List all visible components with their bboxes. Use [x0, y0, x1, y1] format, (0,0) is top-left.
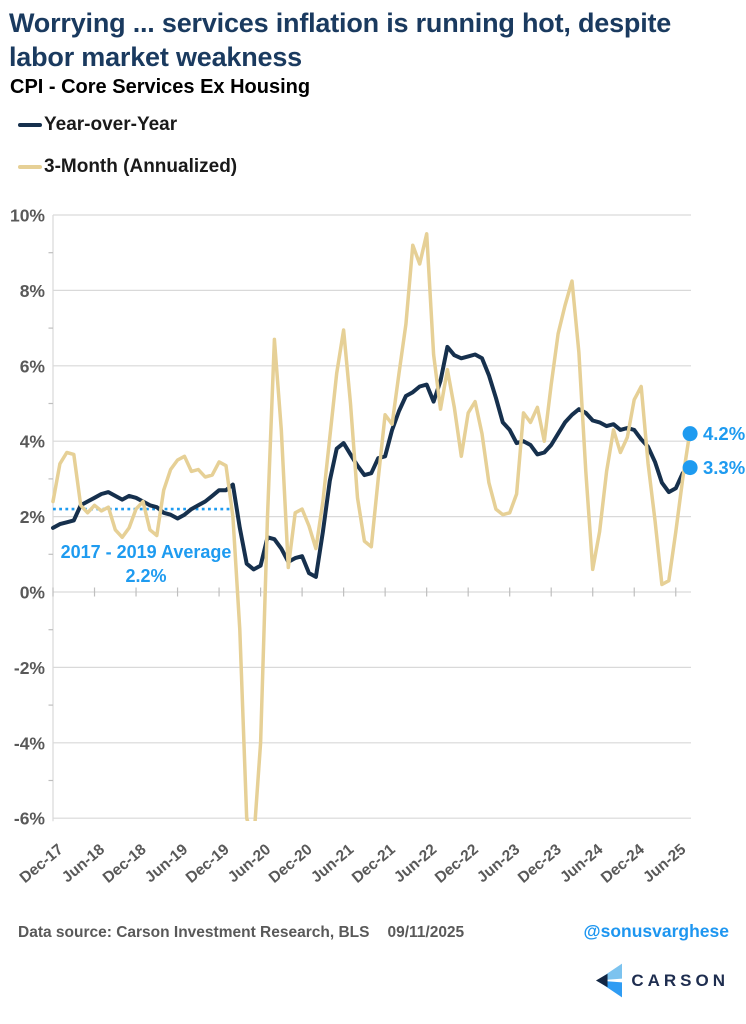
chart-title-line2: labor market weakness [9, 42, 302, 72]
data-source-label: Data source: Carson Investment Research,… [18, 924, 370, 941]
end-label-year-over-year: 3.3% [703, 457, 745, 478]
end-label-3-month: 4.2% [703, 423, 745, 444]
x-axis-label: Jun-21 [308, 841, 357, 886]
series-line-3-month-annualized [51, 232, 692, 821]
y-axis-label: 6% [20, 356, 46, 376]
carson-logo: CARSON [595, 962, 729, 999]
x-axis-label: Dec-17 [17, 841, 67, 887]
x-axis-label: Jun-24 [557, 841, 606, 886]
carson-logo-text: CARSON [631, 970, 729, 990]
x-axis-label: Jun-20 [225, 841, 274, 886]
x-axis-label: Dec-19 [183, 841, 233, 887]
legend-item-3month: 3-Month (Annualized) [18, 154, 237, 180]
chart-title: Worrying ... services inflation is runni… [9, 6, 739, 74]
y-axis-label: 8% [20, 281, 46, 301]
x-axis-label: Jun-18 [59, 841, 108, 886]
y-axis-label: 10% [10, 206, 45, 226]
legend-item-yoy: Year-over-Year [18, 112, 237, 138]
y-axis-label: -2% [14, 658, 46, 678]
y-axis-label: -6% [14, 809, 46, 829]
y-axis-label: 0% [20, 583, 46, 603]
x-axis-label: Dec-20 [266, 841, 316, 887]
x-axis-label: Dec-23 [515, 841, 565, 887]
chart-title-line1: Worrying ... services inflation is runni… [9, 8, 672, 38]
x-axis-label: Jun-19 [142, 841, 191, 886]
chart-subtitle: CPI - Core Services Ex Housing [10, 76, 311, 98]
x-axis-label: Jun-25 [640, 841, 689, 886]
legend-label-yoy: Year-over-Year [44, 114, 178, 135]
twitter-handle[interactable]: @sonusvarghese [583, 921, 729, 941]
y-axis-label: 4% [20, 432, 46, 452]
y-axis-label: 2% [20, 507, 46, 527]
y-axis-label: -4% [14, 733, 46, 753]
logo-triangle-navy [596, 973, 608, 988]
average-annotation-line2: 2.2% [125, 566, 166, 586]
data-source: Data source: Carson Investment Research,… [18, 924, 464, 942]
yoy-line-swatch [18, 123, 42, 127]
end-dot-year-over-year [682, 460, 698, 476]
x-axis-label: Jun-22 [391, 841, 440, 886]
legend: Year-over-Year 3-Month (Annualized) [18, 112, 237, 196]
three-month-line-swatch [18, 165, 42, 169]
carson-logo-icon [596, 963, 623, 998]
legend-label-3month: 3-Month (Annualized) [44, 156, 238, 177]
x-axis-label: Dec-18 [100, 841, 150, 887]
x-axis-label: Jun-23 [474, 841, 523, 886]
end-dot-3-month [682, 426, 698, 442]
data-source-date: 09/11/2025 [387, 924, 465, 941]
x-axis-label: Dec-21 [349, 841, 399, 887]
average-annotation-line1: 2017 - 2019 Average [61, 542, 232, 562]
x-axis-label: Dec-24 [598, 841, 648, 887]
x-axis-label: Dec-22 [432, 841, 482, 887]
